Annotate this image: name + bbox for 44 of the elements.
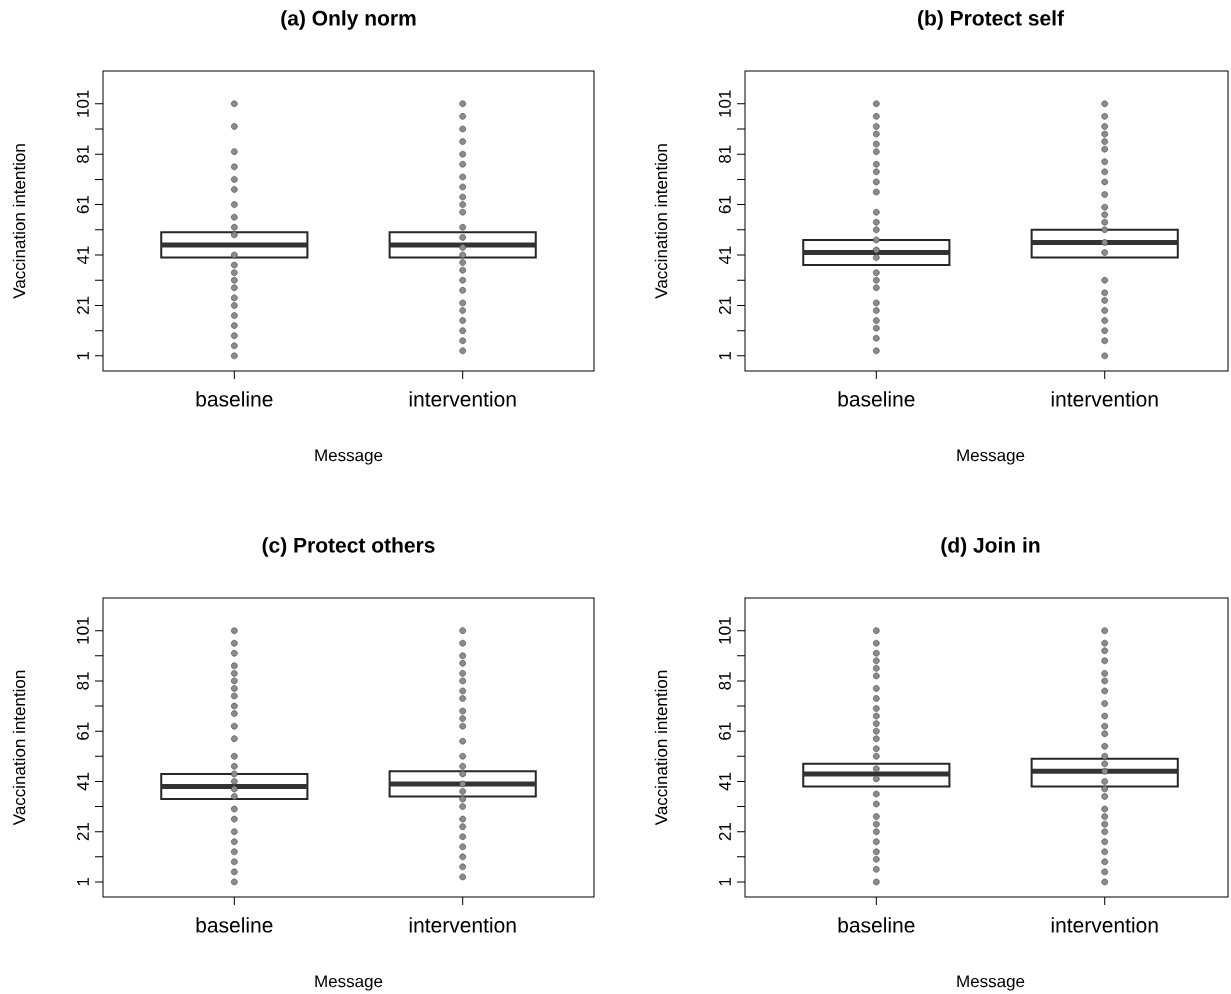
y-tick-label: 41 [719, 246, 731, 265]
y-tick-label: 21 [718, 823, 731, 841]
y-tick-label: 101 [76, 617, 89, 644]
x-axis-title: Message [957, 449, 1025, 465]
y-tick-label: 21 [718, 296, 731, 315]
x-tick-label: intervention [1051, 917, 1158, 933]
y-tick-label: 41 [77, 772, 89, 791]
chart-title: (b) Protect self [918, 10, 1065, 30]
y-tick-label: 81 [76, 145, 89, 163]
x-tick-label: baseline [838, 391, 915, 407]
x-tick-label: intervention [1051, 391, 1158, 407]
x-axis-title: Message [315, 449, 383, 465]
y-tick-label: 21 [76, 296, 89, 315]
y-tick-label: 41 [77, 246, 89, 265]
x-tick-label: baseline [838, 917, 915, 933]
x-tick-label: baseline [196, 917, 273, 933]
x-tick-label: baseline [196, 391, 273, 407]
y-tick-label: 81 [718, 145, 731, 163]
x-tick-label: intervention [409, 391, 516, 407]
chart-title: (d) Join in [941, 537, 1040, 557]
chart-title: (c) Protect others [262, 537, 435, 557]
y-tick-label: 101 [718, 617, 731, 644]
y-tick-label: 21 [76, 823, 89, 841]
y-tick-label: 1 [77, 878, 89, 886]
y-tick-label: 41 [719, 772, 731, 791]
x-axis-title: Message [957, 975, 1025, 991]
y-tick-label: 61 [76, 195, 89, 214]
y-tick-label: 1 [719, 878, 731, 886]
y-axis-title: Vaccination intention [12, 144, 26, 299]
y-tick-label: 61 [718, 722, 731, 740]
y-tick-label: 81 [76, 672, 89, 690]
y-tick-label: 1 [719, 351, 731, 360]
y-tick-label: 61 [76, 722, 89, 740]
y-tick-label: 101 [718, 90, 731, 117]
y-tick-label: 1 [77, 351, 89, 360]
x-axis-title: Message [315, 975, 383, 991]
chart-title: (a) Only norm [281, 10, 416, 30]
y-axis-title: Vaccination intention [12, 670, 26, 826]
y-axis-title: Vaccination intention [654, 670, 668, 826]
y-tick-label: 101 [76, 90, 89, 117]
y-tick-label: 81 [718, 672, 731, 690]
y-tick-label: 61 [718, 195, 731, 214]
x-tick-label: intervention [409, 917, 516, 933]
y-axis-title: Vaccination intention [654, 144, 668, 299]
